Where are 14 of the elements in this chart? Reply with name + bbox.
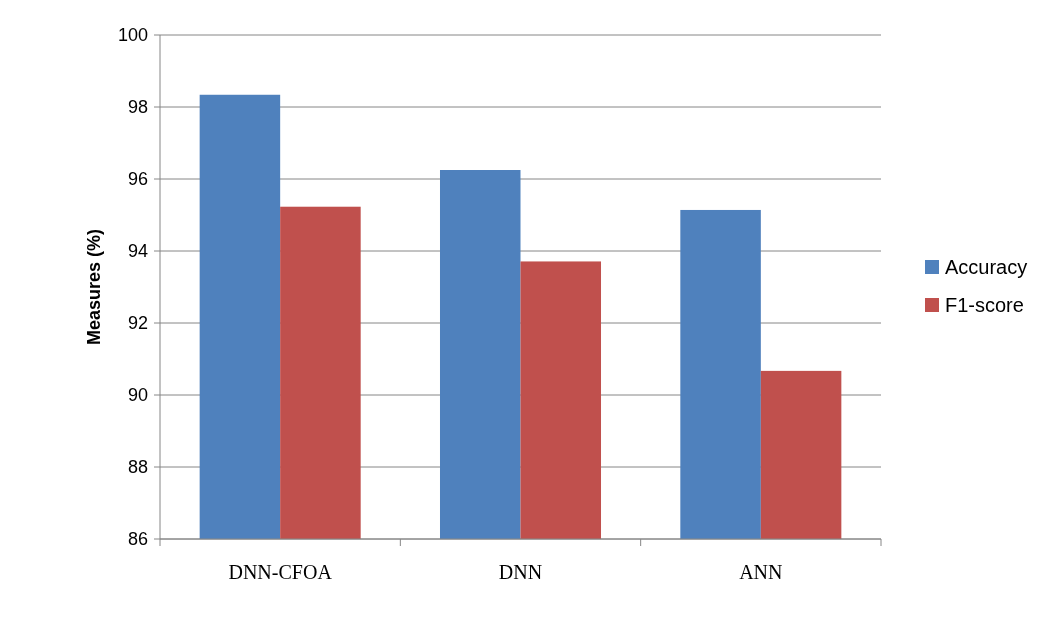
x-tick-label: DNN xyxy=(498,561,543,583)
y-tick-label: 100 xyxy=(117,25,148,46)
legend-label: Accuracy xyxy=(945,256,1028,278)
legend-label: F1-score xyxy=(945,294,1024,316)
x-tick-label: DNN-CFOA xyxy=(228,561,333,583)
y-tick-label: 94 xyxy=(127,241,148,262)
y-tick-label: 96 xyxy=(127,169,148,190)
x-tick-label: ANN xyxy=(739,561,783,583)
y-axis-title: Measures (%) xyxy=(84,228,104,346)
y-tick-label: 92 xyxy=(127,313,148,334)
y-tick-label: 88 xyxy=(127,457,148,478)
y-tick-label: 90 xyxy=(127,385,148,406)
y-tick-label: 86 xyxy=(127,529,148,550)
y-tick-label: 98 xyxy=(127,97,148,118)
